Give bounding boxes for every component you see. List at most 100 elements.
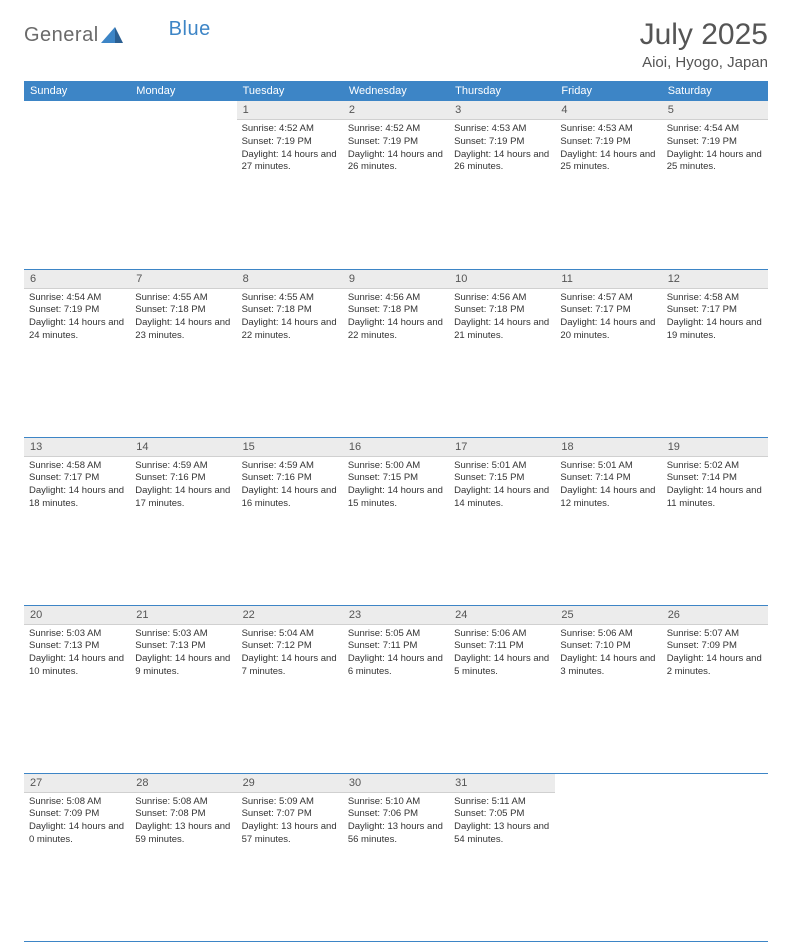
day-number: 8: [237, 270, 343, 289]
day-details: Sunrise: 4:53 AMSunset: 7:19 PMDaylight:…: [555, 120, 661, 178]
day-details: Sunrise: 5:00 AMSunset: 7:15 PMDaylight:…: [343, 457, 449, 515]
logo-text-blue: Blue: [169, 18, 211, 41]
calendar-day-cell: 17Sunrise: 5:01 AMSunset: 7:15 PMDayligh…: [449, 437, 555, 521]
calendar-day-cell: 19Sunrise: 5:02 AMSunset: 7:14 PMDayligh…: [662, 437, 768, 521]
calendar-table: SundayMondayTuesdayWednesdayThursdayFrid…: [24, 81, 768, 942]
day-details: Sunrise: 4:54 AMSunset: 7:19 PMDaylight:…: [24, 289, 130, 347]
calendar-day-cell: 1Sunrise: 4:52 AMSunset: 7:19 PMDaylight…: [237, 101, 343, 185]
day-details: Sunrise: 4:57 AMSunset: 7:17 PMDaylight:…: [555, 289, 661, 347]
day-details: Sunrise: 5:04 AMSunset: 7:12 PMDaylight:…: [237, 625, 343, 683]
day-details: Sunrise: 4:54 AMSunset: 7:19 PMDaylight:…: [662, 120, 768, 178]
day-details: Sunrise: 5:09 AMSunset: 7:07 PMDaylight:…: [237, 793, 343, 851]
day-number: 1: [237, 101, 343, 120]
calendar-week-row: 13Sunrise: 4:58 AMSunset: 7:17 PMDayligh…: [24, 437, 768, 521]
calendar-day-cell: 16Sunrise: 5:00 AMSunset: 7:15 PMDayligh…: [343, 437, 449, 521]
calendar-day-cell: 13Sunrise: 4:58 AMSunset: 7:17 PMDayligh…: [24, 437, 130, 521]
calendar-day-cell: 15Sunrise: 4:59 AMSunset: 7:16 PMDayligh…: [237, 437, 343, 521]
day-number: 7: [130, 270, 236, 289]
calendar-day-cell: 11Sunrise: 4:57 AMSunset: 7:17 PMDayligh…: [555, 269, 661, 353]
day-number: 22: [237, 606, 343, 625]
location-subtitle: Aioi, Hyogo, Japan: [640, 54, 768, 71]
calendar-day-cell: 31Sunrise: 5:11 AMSunset: 7:05 PMDayligh…: [449, 773, 555, 857]
calendar-day-cell: 21Sunrise: 5:03 AMSunset: 7:13 PMDayligh…: [130, 605, 236, 689]
day-number: 5: [662, 101, 768, 120]
day-number: 10: [449, 270, 555, 289]
calendar-day-cell: 7Sunrise: 4:55 AMSunset: 7:18 PMDaylight…: [130, 269, 236, 353]
day-details: Sunrise: 5:01 AMSunset: 7:14 PMDaylight:…: [555, 457, 661, 515]
day-details: Sunrise: 4:55 AMSunset: 7:18 PMDaylight:…: [130, 289, 236, 347]
calendar-week-row: 20Sunrise: 5:03 AMSunset: 7:13 PMDayligh…: [24, 605, 768, 689]
calendar-day-cell: 8Sunrise: 4:55 AMSunset: 7:18 PMDaylight…: [237, 269, 343, 353]
day-number: 9: [343, 270, 449, 289]
day-details: Sunrise: 4:52 AMSunset: 7:19 PMDaylight:…: [237, 120, 343, 178]
day-number: 31: [449, 774, 555, 793]
weekday-header: Saturday: [662, 81, 768, 101]
calendar-day-cell: 29Sunrise: 5:09 AMSunset: 7:07 PMDayligh…: [237, 773, 343, 857]
weekday-header: Friday: [555, 81, 661, 101]
calendar-day-cell: 4Sunrise: 4:53 AMSunset: 7:19 PMDaylight…: [555, 101, 661, 185]
weekday-header: Thursday: [449, 81, 555, 101]
week-divider: [24, 521, 768, 605]
calendar-day-cell: 10Sunrise: 4:56 AMSunset: 7:18 PMDayligh…: [449, 269, 555, 353]
day-details: Sunrise: 5:11 AMSunset: 7:05 PMDaylight:…: [449, 793, 555, 851]
day-details: Sunrise: 5:03 AMSunset: 7:13 PMDaylight:…: [130, 625, 236, 683]
day-details: Sunrise: 5:01 AMSunset: 7:15 PMDaylight:…: [449, 457, 555, 515]
day-details: Sunrise: 4:56 AMSunset: 7:18 PMDaylight:…: [343, 289, 449, 347]
calendar-day-cell: 27Sunrise: 5:08 AMSunset: 7:09 PMDayligh…: [24, 773, 130, 857]
calendar-day-cell: 20Sunrise: 5:03 AMSunset: 7:13 PMDayligh…: [24, 605, 130, 689]
day-number: 21: [130, 606, 236, 625]
calendar-day-cell: 28Sunrise: 5:08 AMSunset: 7:08 PMDayligh…: [130, 773, 236, 857]
calendar-day-cell: 18Sunrise: 5:01 AMSunset: 7:14 PMDayligh…: [555, 437, 661, 521]
weekday-header: Sunday: [24, 81, 130, 101]
day-details: Sunrise: 4:59 AMSunset: 7:16 PMDaylight:…: [130, 457, 236, 515]
day-number: 2: [343, 101, 449, 120]
day-details: Sunrise: 5:02 AMSunset: 7:14 PMDaylight:…: [662, 457, 768, 515]
day-details: Sunrise: 5:08 AMSunset: 7:08 PMDaylight:…: [130, 793, 236, 851]
day-details: Sunrise: 5:10 AMSunset: 7:06 PMDaylight:…: [343, 793, 449, 851]
logo-triangle-icon: [101, 25, 123, 46]
day-number: 17: [449, 438, 555, 457]
day-number: 25: [555, 606, 661, 625]
weekday-header: Monday: [130, 81, 236, 101]
logo: General Blue: [24, 18, 211, 47]
day-details: Sunrise: 4:53 AMSunset: 7:19 PMDaylight:…: [449, 120, 555, 178]
title-block: July 2025 Aioi, Hyogo, Japan: [640, 18, 768, 71]
calendar-day-cell: 6Sunrise: 4:54 AMSunset: 7:19 PMDaylight…: [24, 269, 130, 353]
day-number: 13: [24, 438, 130, 457]
calendar-empty-cell: .: [130, 101, 236, 185]
calendar-day-cell: 14Sunrise: 4:59 AMSunset: 7:16 PMDayligh…: [130, 437, 236, 521]
week-divider: [24, 185, 768, 269]
day-details: Sunrise: 4:58 AMSunset: 7:17 PMDaylight:…: [24, 457, 130, 515]
day-details: Sunrise: 5:08 AMSunset: 7:09 PMDaylight:…: [24, 793, 130, 851]
day-number: 24: [449, 606, 555, 625]
week-divider: [24, 689, 768, 773]
calendar-header-row: SundayMondayTuesdayWednesdayThursdayFrid…: [24, 81, 768, 101]
day-number: 18: [555, 438, 661, 457]
day-number: 19: [662, 438, 768, 457]
day-number: 4: [555, 101, 661, 120]
day-details: Sunrise: 4:55 AMSunset: 7:18 PMDaylight:…: [237, 289, 343, 347]
day-number: 26: [662, 606, 768, 625]
day-number: 14: [130, 438, 236, 457]
day-number: 15: [237, 438, 343, 457]
day-number: 30: [343, 774, 449, 793]
page-title: July 2025: [640, 18, 768, 52]
week-divider: [24, 857, 768, 941]
calendar-day-cell: 2Sunrise: 4:52 AMSunset: 7:19 PMDaylight…: [343, 101, 449, 185]
calendar-day-cell: 24Sunrise: 5:06 AMSunset: 7:11 PMDayligh…: [449, 605, 555, 689]
day-details: Sunrise: 5:05 AMSunset: 7:11 PMDaylight:…: [343, 625, 449, 683]
day-details: Sunrise: 5:03 AMSunset: 7:13 PMDaylight:…: [24, 625, 130, 683]
day-number: 20: [24, 606, 130, 625]
calendar-day-cell: 22Sunrise: 5:04 AMSunset: 7:12 PMDayligh…: [237, 605, 343, 689]
day-number: 27: [24, 774, 130, 793]
weekday-header: Tuesday: [237, 81, 343, 101]
day-number: 6: [24, 270, 130, 289]
calendar-day-cell: 9Sunrise: 4:56 AMSunset: 7:18 PMDaylight…: [343, 269, 449, 353]
calendar-empty-cell: .: [555, 773, 661, 857]
logo-text-general: General: [24, 24, 99, 47]
calendar-day-cell: 25Sunrise: 5:06 AMSunset: 7:10 PMDayligh…: [555, 605, 661, 689]
day-details: Sunrise: 4:56 AMSunset: 7:18 PMDaylight:…: [449, 289, 555, 347]
day-number: 16: [343, 438, 449, 457]
calendar-day-cell: 30Sunrise: 5:10 AMSunset: 7:06 PMDayligh…: [343, 773, 449, 857]
calendar-week-row: . . 1Sunrise: 4:52 AMSunset: 7:19 PMDayl…: [24, 101, 768, 185]
